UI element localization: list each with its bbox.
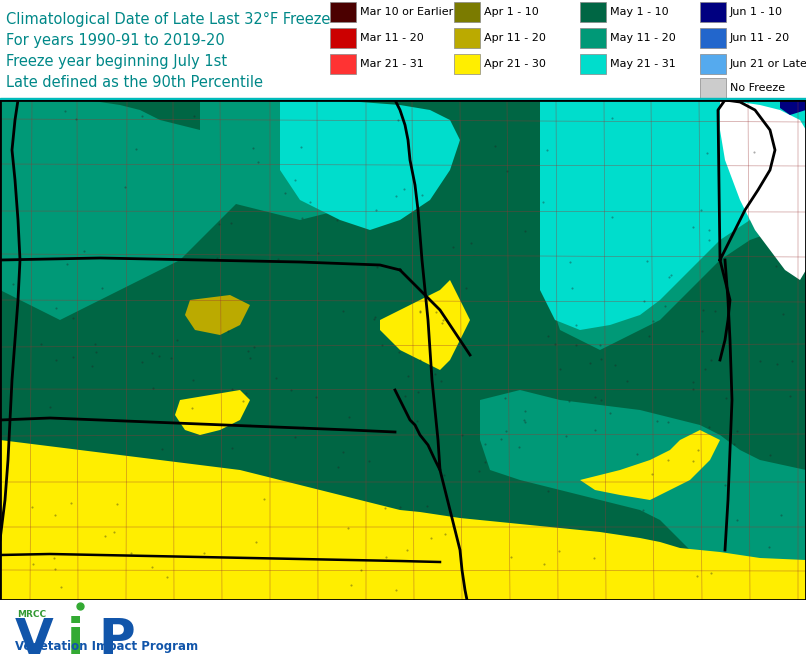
Text: Late defined as the 90th Percentile: Late defined as the 90th Percentile: [6, 75, 263, 90]
Polygon shape: [0, 440, 806, 600]
Polygon shape: [185, 295, 250, 335]
Polygon shape: [720, 100, 806, 280]
Polygon shape: [540, 100, 806, 330]
Polygon shape: [780, 100, 806, 115]
Text: Apr 11 - 20: Apr 11 - 20: [484, 33, 546, 43]
Text: Jun 11 - 20: Jun 11 - 20: [730, 33, 790, 43]
Bar: [580, 2, 606, 22]
Polygon shape: [200, 100, 390, 220]
Text: Mar 21 - 31: Mar 21 - 31: [360, 59, 424, 69]
Text: Freeze year beginning July 1st: Freeze year beginning July 1st: [6, 54, 227, 69]
Text: i: i: [67, 616, 85, 657]
Bar: [700, 54, 726, 74]
Text: Apr 21 - 30: Apr 21 - 30: [484, 59, 546, 69]
Bar: [580, 28, 606, 48]
Text: Mar 10 or Earlier: Mar 10 or Earlier: [360, 7, 453, 17]
Polygon shape: [480, 390, 806, 600]
Text: Jun 1 - 10: Jun 1 - 10: [730, 7, 783, 17]
Polygon shape: [280, 100, 460, 230]
Bar: [700, 78, 726, 98]
Bar: [700, 2, 726, 22]
Bar: [454, 54, 480, 74]
Text: P: P: [98, 616, 135, 657]
Bar: [700, 28, 726, 48]
Bar: [454, 2, 480, 22]
Text: May 21 - 31: May 21 - 31: [610, 59, 675, 69]
Text: Apr 1 - 10: Apr 1 - 10: [484, 7, 538, 17]
Bar: [454, 28, 480, 48]
Bar: [580, 54, 606, 74]
Text: Mar 11 - 20: Mar 11 - 20: [360, 33, 424, 43]
Text: For years 1990-91 to 2019-20: For years 1990-91 to 2019-20: [6, 33, 225, 48]
Text: V: V: [15, 616, 53, 657]
Bar: [330, 2, 356, 22]
Bar: [330, 54, 356, 74]
Text: Climatological Date of Late Last 32°F Freeze: Climatological Date of Late Last 32°F Fr…: [6, 12, 330, 27]
Bar: [4, 604, 202, 654]
Polygon shape: [580, 430, 720, 500]
Text: No Freeze: No Freeze: [730, 83, 785, 93]
Bar: [330, 28, 356, 48]
Text: Jun 21 or Later: Jun 21 or Later: [730, 59, 806, 69]
Text: Vegetation Impact Program: Vegetation Impact Program: [15, 640, 197, 653]
Bar: [0, 98, 806, 100]
Text: May 1 - 10: May 1 - 10: [610, 7, 669, 17]
Text: MRCC: MRCC: [17, 610, 46, 620]
Text: May 11 - 20: May 11 - 20: [610, 33, 675, 43]
Polygon shape: [175, 390, 250, 435]
Polygon shape: [550, 100, 806, 350]
Polygon shape: [380, 280, 470, 370]
Polygon shape: [0, 100, 250, 320]
